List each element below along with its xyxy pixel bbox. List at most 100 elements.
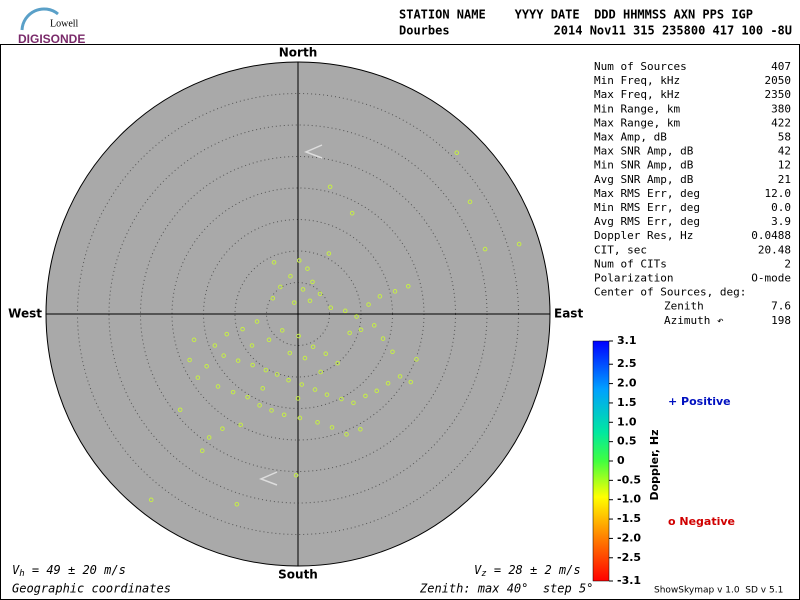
colorbar-tick-label: -1.5 [617, 512, 641, 525]
source-point [307, 298, 313, 304]
stat-label: Max SNR Amp, dB [594, 145, 694, 158]
chevron [259, 471, 278, 486]
source-point [177, 407, 183, 413]
stat-value: 2350 [765, 88, 792, 101]
source-point [296, 258, 302, 263]
source-point [240, 326, 245, 332]
source-point [351, 400, 356, 406]
stat-label: Avg SNR Amp, dB [594, 173, 694, 186]
source-point [408, 379, 414, 385]
source-point [516, 241, 522, 247]
source-point [323, 351, 329, 356]
source-point [296, 333, 301, 339]
source-point [315, 420, 320, 425]
source-point [270, 295, 276, 301]
source-point [286, 377, 291, 383]
stat-label: Doppler Res, Hz [594, 229, 693, 242]
source-point [302, 355, 308, 361]
logo-main: DIGISONDE [18, 32, 85, 46]
source-point [215, 384, 221, 389]
south-label: South [278, 568, 318, 582]
stat-value: 2 [784, 257, 791, 270]
stat-label: Polarization [594, 272, 673, 285]
source-point [482, 246, 488, 252]
stat-label: CIT, sec [594, 243, 647, 256]
logo-swoosh [20, 7, 59, 31]
source-point [454, 150, 460, 156]
zenith-text: Zenith: max 40° step 5° [419, 582, 593, 596]
source-point [347, 330, 352, 336]
north-label: North [279, 46, 317, 60]
stat-value: 0.0 [771, 201, 791, 214]
stat-value: 20.48 [758, 243, 791, 256]
source-point [363, 393, 368, 399]
source-point [234, 501, 240, 507]
colorbar-tick-label: 1.5 [617, 396, 637, 409]
source-point [392, 289, 398, 294]
source-point [287, 350, 293, 356]
source-point [293, 472, 299, 478]
source-point [266, 337, 272, 343]
source-point [278, 284, 283, 290]
header-line2: 2014 Nov11 315 235800 417 100 -8U [554, 24, 792, 38]
source-point [371, 323, 377, 328]
source-point [263, 367, 269, 373]
source-point [349, 210, 355, 216]
source-point [297, 415, 303, 421]
stat-value: 380 [771, 102, 791, 115]
source-point [224, 331, 230, 337]
source-point [324, 392, 330, 397]
stat-value: 12.0 [765, 187, 792, 200]
source-point [238, 422, 243, 428]
source-point [405, 283, 411, 289]
colorbar-tick-label: 2.0 [617, 377, 637, 390]
source-point [312, 387, 318, 392]
source-point [245, 394, 250, 400]
stat-value: 3.9 [771, 215, 791, 228]
positive-legend: + Positive [668, 395, 731, 408]
source-point [358, 426, 363, 432]
colorbar-tick-label: -0.5 [617, 473, 641, 486]
source-point [310, 344, 316, 350]
source-point [212, 343, 218, 348]
stat-value: 12 [778, 159, 791, 172]
east-label: East [554, 307, 583, 321]
source-point [385, 381, 391, 386]
source-point [249, 343, 255, 348]
center-value: 7.6 [771, 300, 791, 313]
source-point [271, 260, 277, 265]
stat-label: Max Amp, dB [594, 131, 667, 144]
source-point [390, 349, 395, 355]
source-point [235, 358, 241, 363]
logo-top: Lowell [50, 18, 79, 29]
source-point [397, 374, 403, 379]
source-point [204, 363, 209, 369]
station: Dourbes [399, 24, 450, 38]
colorbar-label: Doppler, Hz [648, 429, 661, 500]
stat-label: Min SNR Amp, dB [594, 159, 694, 172]
colorbar-tick-label: 3.1 [617, 334, 637, 347]
source-point [260, 386, 266, 391]
stat-label: Max Range, km [594, 116, 680, 129]
colorbar-tick-label: -2.5 [617, 551, 641, 564]
source-point [310, 279, 315, 285]
source-point [467, 199, 473, 205]
colorbar-tick-label: -3.1 [617, 574, 641, 587]
source-point [195, 375, 201, 380]
source-point [377, 294, 383, 299]
source-point [295, 396, 301, 401]
source-point [206, 435, 212, 440]
colorbar [592, 340, 610, 582]
source-point [328, 305, 334, 311]
stat-value: O-mode [751, 272, 791, 285]
source-point [339, 396, 344, 402]
source-point [230, 389, 236, 395]
west-label: West [8, 307, 42, 321]
source-point [199, 448, 205, 454]
source-point [342, 308, 348, 314]
stat-value: 2050 [765, 74, 792, 87]
center-label: Zenith [664, 300, 704, 313]
header-line1: STATION NAME YYYY DATE DDD HHMMSS AXN PP… [399, 8, 753, 22]
source-point [254, 319, 260, 324]
